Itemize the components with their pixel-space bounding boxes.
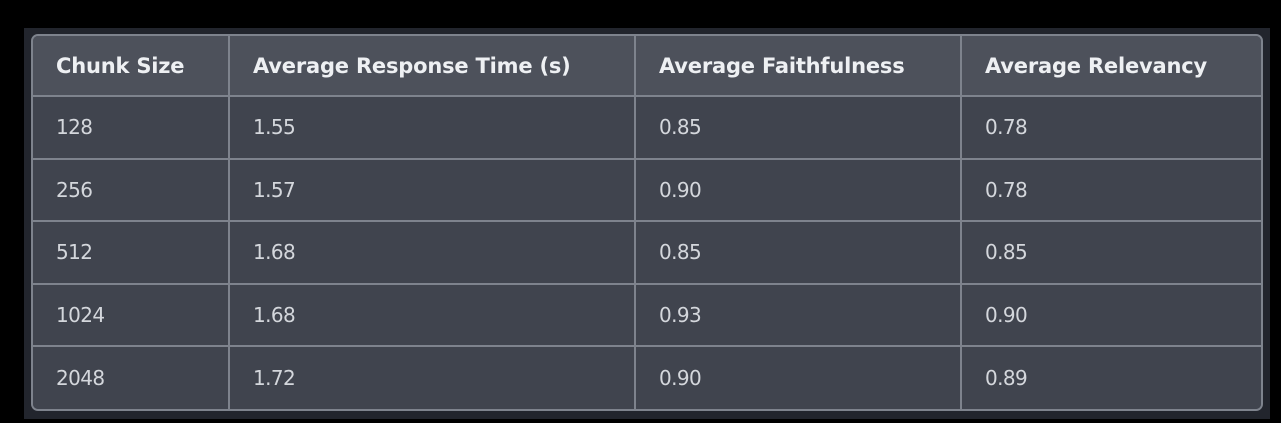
cell-chunk-size: 1024 <box>33 283 230 348</box>
table-row: 2048 1.72 0.90 0.89 <box>33 346 1261 409</box>
cell-faithfulness: 0.93 <box>635 283 962 348</box>
header-average-faithfulness: Average Faithfulness <box>635 36 962 97</box>
cell-faithfulness: 0.85 <box>635 96 962 160</box>
table-row: 256 1.57 0.90 0.78 <box>33 158 1261 223</box>
cell-relevancy: 0.78 <box>961 96 1261 160</box>
header-average-response-time: Average Response Time (s) <box>229 36 636 97</box>
cell-relevancy: 0.78 <box>961 158 1261 223</box>
cell-chunk-size: 256 <box>33 158 230 223</box>
cell-response-time: 1.55 <box>229 96 636 160</box>
cell-chunk-size: 128 <box>33 96 230 160</box>
table-row: 1024 1.68 0.93 0.90 <box>33 283 1261 348</box>
cell-faithfulness: 0.85 <box>635 221 962 285</box>
cell-relevancy: 0.89 <box>961 346 1261 409</box>
cell-relevancy: 0.90 <box>961 283 1261 348</box>
cell-faithfulness: 0.90 <box>635 346 962 409</box>
cell-chunk-size: 512 <box>33 221 230 285</box>
header-average-relevancy: Average Relevancy <box>961 36 1261 97</box>
cell-response-time: 1.72 <box>229 346 636 409</box>
table-header-row: Chunk Size Average Response Time (s) Ave… <box>33 36 1261 97</box>
table-row: 512 1.68 0.85 0.85 <box>33 221 1261 285</box>
cell-response-time: 1.57 <box>229 158 636 223</box>
cell-chunk-size: 2048 <box>33 346 230 409</box>
table-row: 128 1.55 0.85 0.78 <box>33 96 1261 160</box>
cell-response-time: 1.68 <box>229 221 636 285</box>
screen-panel: Chunk Size Average Response Time (s) Ave… <box>24 28 1270 419</box>
cell-relevancy: 0.85 <box>961 221 1261 285</box>
results-table: Chunk Size Average Response Time (s) Ave… <box>33 36 1261 409</box>
cell-response-time: 1.68 <box>229 283 636 348</box>
cell-faithfulness: 0.90 <box>635 158 962 223</box>
header-chunk-size: Chunk Size <box>33 36 230 97</box>
results-table-container: Chunk Size Average Response Time (s) Ave… <box>31 34 1263 411</box>
